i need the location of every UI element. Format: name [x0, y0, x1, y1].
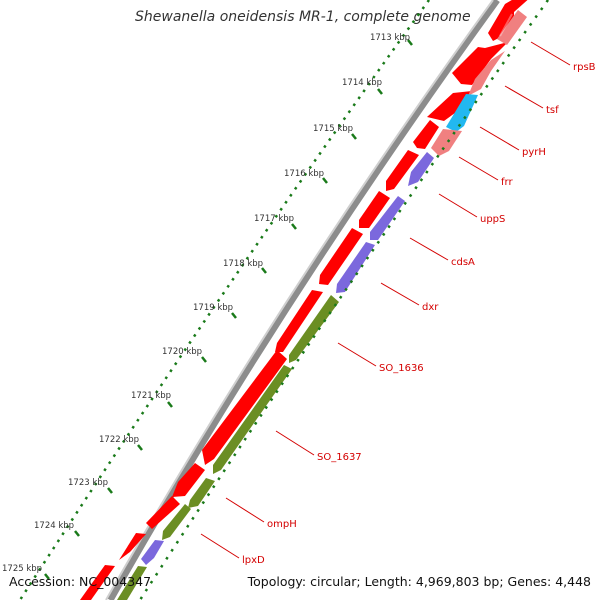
scale-label: 1725 kbp	[2, 564, 42, 574]
gene-label-SO_1636[interactable]: SO_1636	[379, 363, 424, 374]
gene-leader-lines	[200, 41, 571, 559]
gene-ompH-tail[interactable]	[162, 504, 191, 540]
gene-label-lpxD[interactable]: lpxD	[242, 555, 265, 566]
scale-label: 1717 kbp	[254, 214, 294, 224]
scale-label: 1720 kbp	[162, 347, 202, 357]
gene-next[interactable]	[117, 566, 147, 600]
genome-summary-text: Topology: circular; Length: 4,969,803 bp…	[247, 574, 591, 589]
gene-label-uppS[interactable]: uppS	[480, 214, 505, 225]
gene-arrow[interactable]	[386, 150, 419, 191]
gene-arrow[interactable]	[359, 191, 390, 228]
scale-label: 1713 kbp	[370, 33, 410, 43]
reverse-strand-genes	[117, 10, 527, 600]
gene-SO_1637[interactable]	[213, 365, 292, 474]
gene-arrow[interactable]	[427, 91, 472, 121]
scale-track-outer	[18, 0, 431, 600]
gene-SO_1636[interactable]	[289, 295, 339, 363]
gene-label-tsf[interactable]: tsf	[546, 105, 559, 116]
gene-dxr[interactable]	[336, 242, 375, 293]
gene-pyrH[interactable]	[446, 94, 478, 132]
gene-label-pyrH[interactable]: pyrH	[522, 147, 546, 158]
gene-arrow[interactable]	[146, 496, 180, 529]
gene-label-cdsA[interactable]: cdsA	[451, 257, 475, 268]
gene-arrow[interactable]	[413, 120, 439, 149]
gene-labels: rpsB tsf pyrH frr uppS cdsA dxr SO_1636 …	[242, 62, 596, 566]
gene-ompH[interactable]	[188, 478, 215, 508]
gene-label-dxr[interactable]: dxr	[422, 302, 439, 313]
gene-arrow[interactable]	[319, 228, 363, 285]
gene-rpsB[interactable]	[497, 10, 527, 45]
gene-arrow[interactable]	[202, 350, 287, 465]
scale-track-inner	[138, 0, 550, 600]
scale-label: 1723 kbp	[68, 478, 108, 488]
scale-label: 1714 kbp	[342, 78, 382, 88]
gene-frr[interactable]	[431, 129, 462, 156]
gene-arrow[interactable]	[275, 290, 323, 352]
gene-label-rpsB[interactable]: rpsB	[573, 62, 596, 73]
gene-label-ompH[interactable]: ompH	[267, 519, 297, 530]
gene-arrow[interactable]	[452, 42, 508, 85]
gene-lpxD[interactable]	[141, 540, 164, 565]
accession-text: Accession: NC_004347	[9, 574, 152, 589]
scale-label: 1718 kbp	[223, 259, 263, 269]
scale-label: 1719 kbp	[193, 303, 233, 313]
gene-arrow[interactable]	[488, 0, 532, 41]
scale-label: 1721 kbp	[131, 391, 171, 401]
scale-label: 1722 kbp	[99, 435, 139, 445]
gene-uppS[interactable]	[408, 152, 434, 186]
scale-labels: 1713 kbp 1714 kbp 1715 kbp 1716 kbp 1717…	[2, 33, 410, 574]
gene-label-frr[interactable]: frr	[501, 177, 513, 188]
gene-arrow[interactable]	[119, 533, 146, 560]
gene-arrow[interactable]	[172, 463, 205, 497]
scale-major-ticks	[44, 39, 413, 580]
gene-tsf[interactable]	[468, 51, 505, 96]
forward-strand-genes	[80, 0, 532, 600]
scale-label: 1724 kbp	[34, 521, 74, 531]
scale-label: 1715 kbp	[313, 124, 353, 134]
scale-label: 1716 kbp	[284, 169, 324, 179]
gene-arrow[interactable]	[80, 565, 115, 600]
genome-title: Shewanella oneidensis MR-1, complete gen…	[135, 9, 471, 25]
gene-cdsA[interactable]	[370, 196, 405, 240]
gene-label-SO_1637[interactable]: SO_1637	[317, 452, 362, 463]
